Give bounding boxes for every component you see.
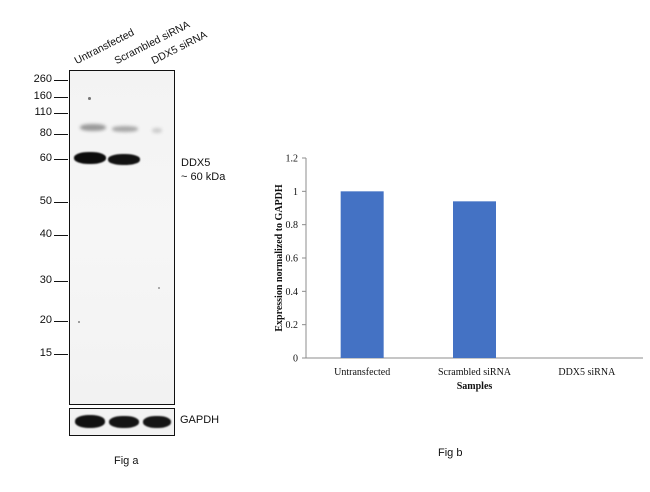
bar-scrambled-sirna xyxy=(453,201,496,358)
band-ddx5-lane1 xyxy=(74,152,106,164)
blot-panel-gapdh xyxy=(69,408,175,436)
x-tick-label: Untransfected xyxy=(334,367,390,378)
target-label-ddx5: DDX5 xyxy=(181,157,211,169)
mw-marker-20: 20 xyxy=(39,314,52,326)
fig-b-caption: Fig b xyxy=(438,447,463,459)
band-ddx5-lane2 xyxy=(108,154,140,165)
y-tick-label: 0.6 xyxy=(286,254,299,265)
y-tick-label: 1 xyxy=(293,187,298,198)
mw-marker-15: 15 xyxy=(39,347,52,359)
band-faint-lane3 xyxy=(152,128,162,133)
mw-marker-80: 80 xyxy=(39,127,52,139)
mw-marker-110: 110 xyxy=(34,106,52,118)
y-tick-label: 0.4 xyxy=(286,287,299,298)
mw-marker-160: 160 xyxy=(33,90,52,102)
y-tick-label: 0 xyxy=(293,354,298,365)
y-axis-title: Expression normalized to GAPDH xyxy=(274,184,285,332)
fig-a-caption: Fig a xyxy=(114,455,139,467)
mw-marker-50: 50 xyxy=(39,195,52,207)
x-tick-label: Scrambled siRNA xyxy=(438,367,512,378)
band-gapdh-lane3 xyxy=(143,416,171,428)
x-axis-title: Samples xyxy=(457,381,493,392)
band-gapdh-lane1 xyxy=(75,415,105,428)
x-tick-label: DDX5 siRNA xyxy=(558,367,616,378)
loading-control-label: GAPDH xyxy=(180,414,220,426)
mw-marker-30: 30 xyxy=(39,274,52,286)
y-tick-label: 1.2 xyxy=(286,154,299,165)
band-gapdh-lane2 xyxy=(109,416,139,428)
target-label-size: ~ 60 kDa xyxy=(181,171,226,183)
mw-marker-60: 60 xyxy=(39,152,52,164)
bar-untransfected xyxy=(340,191,384,358)
blot-panel-ddx5 xyxy=(69,70,175,405)
y-tick-label: 0.2 xyxy=(286,320,299,331)
mw-marker-40: 40 xyxy=(39,228,52,240)
band-faint-lane2 xyxy=(112,126,138,132)
y-tick-label: 0.8 xyxy=(286,220,299,231)
band-faint-lane1 xyxy=(80,124,106,131)
mw-marker-260: 260 xyxy=(33,73,52,85)
